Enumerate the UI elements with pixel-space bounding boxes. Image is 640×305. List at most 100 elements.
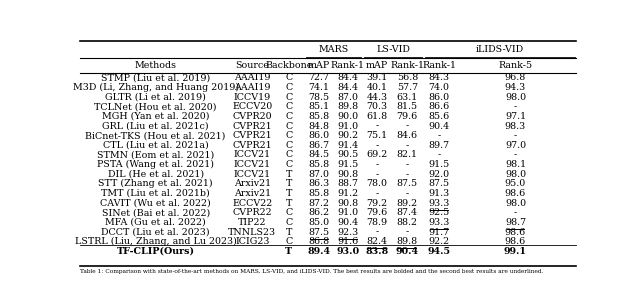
Text: mAP: mAP	[366, 61, 388, 70]
Text: ICCV21: ICCV21	[234, 170, 271, 179]
Text: -: -	[376, 160, 379, 169]
Text: TIP22: TIP22	[238, 218, 267, 227]
Text: 78.5: 78.5	[308, 93, 329, 102]
Text: 86.6: 86.6	[428, 102, 450, 111]
Text: 91.2: 91.2	[337, 189, 358, 198]
Text: 83.8: 83.8	[365, 247, 388, 256]
Text: -: -	[376, 121, 379, 131]
Text: 93.3: 93.3	[428, 199, 450, 208]
Text: 91.6: 91.6	[337, 237, 358, 246]
Text: SINet (Bai et al. 2022): SINet (Bai et al. 2022)	[102, 208, 210, 217]
Text: 86.8: 86.8	[308, 237, 329, 246]
Text: 85.0: 85.0	[308, 218, 329, 227]
Text: 97.0: 97.0	[505, 141, 526, 150]
Text: CVPR21: CVPR21	[232, 141, 272, 150]
Text: T: T	[285, 189, 292, 198]
Text: 69.2: 69.2	[367, 150, 388, 160]
Text: 86.0: 86.0	[308, 131, 329, 140]
Text: 82.1: 82.1	[397, 150, 418, 160]
Text: 96.8: 96.8	[505, 73, 526, 82]
Text: STT (Zhang et al. 2021): STT (Zhang et al. 2021)	[99, 179, 213, 188]
Text: -: -	[406, 228, 409, 237]
Text: 40.1: 40.1	[367, 83, 388, 92]
Text: AAAI19: AAAI19	[234, 83, 271, 92]
Text: 44.3: 44.3	[367, 93, 388, 102]
Text: 98.7: 98.7	[505, 218, 526, 227]
Text: 98.0: 98.0	[505, 93, 526, 102]
Text: 89.8: 89.8	[337, 102, 358, 111]
Text: -: -	[406, 121, 409, 131]
Text: 85.1: 85.1	[308, 102, 329, 111]
Text: GLTR (Li et al. 2019): GLTR (Li et al. 2019)	[105, 93, 206, 102]
Text: mAP: mAP	[307, 61, 330, 70]
Text: 70.3: 70.3	[367, 102, 388, 111]
Text: 87.0: 87.0	[337, 93, 358, 102]
Text: C: C	[285, 237, 292, 246]
Text: CVPR21: CVPR21	[232, 121, 272, 131]
Text: 92.2: 92.2	[429, 237, 450, 246]
Text: 85.6: 85.6	[428, 112, 450, 121]
Text: 98.0: 98.0	[505, 170, 526, 179]
Text: Source: Source	[236, 61, 269, 70]
Text: CVPR21: CVPR21	[232, 131, 272, 140]
Text: ECCV20: ECCV20	[232, 102, 273, 111]
Text: 90.8: 90.8	[337, 170, 358, 179]
Text: LS-VID: LS-VID	[376, 45, 410, 54]
Text: 92.3: 92.3	[337, 228, 358, 237]
Text: Rank-1: Rank-1	[331, 61, 365, 70]
Text: ICIG23: ICIG23	[235, 237, 269, 246]
Text: DIL (He et al. 2021): DIL (He et al. 2021)	[108, 170, 204, 179]
Text: T: T	[285, 179, 292, 188]
Text: 86.0: 86.0	[429, 93, 450, 102]
Text: 75.1: 75.1	[367, 131, 388, 140]
Text: 98.3: 98.3	[505, 121, 526, 131]
Text: 94.3: 94.3	[505, 83, 526, 92]
Text: 84.6: 84.6	[397, 131, 418, 140]
Text: -: -	[376, 141, 379, 150]
Text: -: -	[376, 228, 379, 237]
Text: T: T	[285, 228, 292, 237]
Text: ICCV21: ICCV21	[234, 150, 271, 160]
Text: 93.3: 93.3	[428, 218, 450, 227]
Text: -: -	[514, 131, 517, 140]
Text: 98.0: 98.0	[505, 199, 526, 208]
Text: Arxiv21: Arxiv21	[234, 179, 271, 188]
Text: Backbone: Backbone	[265, 61, 312, 70]
Text: -: -	[438, 150, 441, 160]
Text: 90.0: 90.0	[337, 112, 358, 121]
Text: C: C	[285, 73, 292, 82]
Text: TCLNet (Hou et al. 2020): TCLNet (Hou et al. 2020)	[94, 102, 217, 111]
Text: C: C	[285, 218, 292, 227]
Text: 74.0: 74.0	[429, 83, 450, 92]
Text: 91.4: 91.4	[337, 141, 358, 150]
Text: 87.0: 87.0	[308, 170, 329, 179]
Text: 72.7: 72.7	[308, 73, 329, 82]
Text: -: -	[406, 141, 409, 150]
Text: 91.0: 91.0	[337, 208, 358, 217]
Text: 91.3: 91.3	[428, 189, 450, 198]
Text: 86.3: 86.3	[308, 179, 329, 188]
Text: 87.4: 87.4	[397, 208, 418, 217]
Text: 95.0: 95.0	[505, 179, 526, 188]
Text: 90.4: 90.4	[429, 121, 450, 131]
Text: 88.7: 88.7	[337, 179, 358, 188]
Text: 94.5: 94.5	[428, 247, 451, 256]
Text: Rank-5: Rank-5	[499, 61, 532, 70]
Text: C: C	[285, 131, 292, 140]
Text: 84.3: 84.3	[429, 73, 450, 82]
Text: 98.6: 98.6	[505, 189, 526, 198]
Text: 81.5: 81.5	[397, 102, 418, 111]
Text: MARS: MARS	[318, 45, 349, 54]
Text: 90.8: 90.8	[337, 199, 358, 208]
Text: iLIDS-VID: iLIDS-VID	[476, 45, 524, 54]
Text: 90.5: 90.5	[337, 150, 358, 160]
Text: C: C	[285, 160, 292, 169]
Text: GRL (Liu et al. 2021c): GRL (Liu et al. 2021c)	[102, 121, 209, 131]
Text: -: -	[514, 102, 517, 111]
Text: 91.7: 91.7	[429, 228, 450, 237]
Text: 85.8: 85.8	[308, 160, 329, 169]
Text: 91.5: 91.5	[428, 160, 450, 169]
Text: CVPR22: CVPR22	[232, 208, 272, 217]
Text: T: T	[285, 199, 292, 208]
Text: CAVIT (Wu et al. 2022): CAVIT (Wu et al. 2022)	[100, 199, 211, 208]
